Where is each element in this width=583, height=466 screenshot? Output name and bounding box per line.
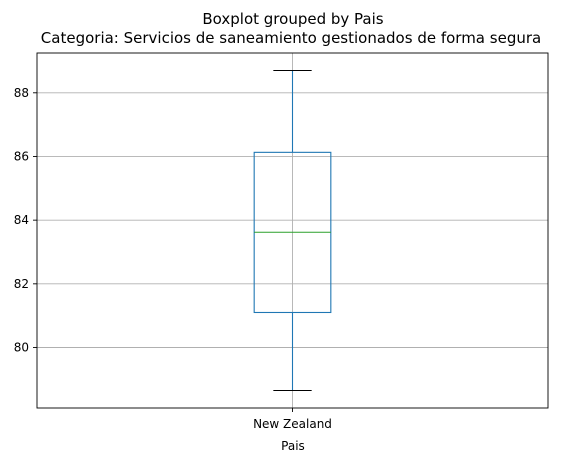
- y-tick-label: 84: [14, 213, 29, 227]
- y-tick-label: 88: [14, 86, 29, 100]
- chart-title: Categoria: Servicios de saneamiento gest…: [41, 29, 541, 47]
- box-layer: [253, 69, 332, 392]
- y-tick-label: 80: [14, 341, 29, 355]
- y-tick-label: 86: [14, 149, 29, 163]
- y-tick-label: 82: [14, 277, 29, 291]
- tick-layer: 80 82 84 86 88 New Zealand: [14, 86, 332, 431]
- x-axis-label: Pais: [281, 439, 305, 453]
- chart-suptitle: Boxplot grouped by Pais: [202, 10, 383, 28]
- x-tick-label: New Zealand: [253, 417, 332, 431]
